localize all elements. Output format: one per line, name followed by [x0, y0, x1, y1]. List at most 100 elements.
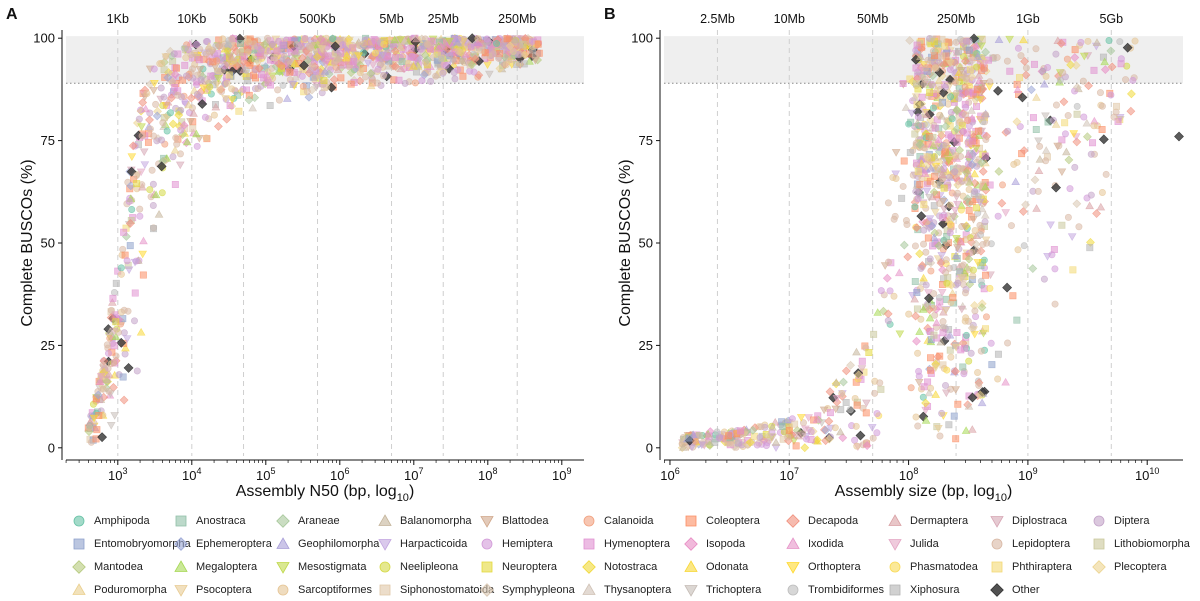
panel-b-point — [933, 255, 943, 264]
panel-a-point — [250, 40, 258, 48]
panel-a-point — [170, 69, 180, 79]
panel-b-y-tick-label: 50 — [639, 236, 653, 251]
panel-a-point — [110, 342, 118, 350]
panel-a-point — [119, 373, 127, 381]
panel-a-point — [173, 140, 181, 148]
panel-a-point — [418, 77, 426, 85]
panel-a-point — [207, 72, 215, 80]
panel-b-point — [942, 142, 950, 150]
panel-a-point — [335, 55, 343, 63]
panel-b-point — [1061, 130, 1069, 138]
panel-b-point — [946, 221, 954, 228]
panel-a-point — [151, 190, 161, 199]
legend-marker — [684, 537, 698, 551]
panel-b-point — [929, 104, 937, 112]
legend-item: Lithobiomorpha — [1092, 533, 1190, 555]
panel-a-point — [158, 136, 166, 144]
panel-a-point — [106, 313, 116, 323]
panel-a-point — [109, 294, 117, 302]
panel-b-point — [950, 206, 960, 215]
panel-a-point — [125, 198, 133, 205]
panel-b-point — [986, 78, 994, 86]
panel-a-letter: A — [6, 6, 18, 23]
panel-a-point — [150, 225, 158, 233]
panel-b-point — [842, 399, 850, 407]
panel-a-point — [161, 53, 171, 61]
legend-item: Calanoida — [582, 510, 654, 532]
panel-b-point — [953, 329, 961, 337]
legend-marker — [888, 539, 902, 551]
panel-a-point — [373, 79, 381, 87]
panel-b-point — [941, 42, 949, 50]
panel-b-point — [949, 213, 958, 221]
panel-a: A 1Kb 10Kb 50Kb 500Kb 5Mb 25Mb 250Mb 0 25 50 75 100… — [6, 6, 584, 504]
panel-a-point — [384, 61, 393, 70]
legend-label: Phthiraptera — [1012, 561, 1072, 573]
panel-a-point — [473, 40, 483, 49]
panel-b-point — [977, 277, 985, 285]
panel-b-point — [1044, 64, 1052, 71]
panel-b-point — [930, 331, 938, 339]
legend-marker — [480, 516, 494, 528]
panel-a-x-tick-label: 108 — [478, 466, 497, 483]
panel-b-point — [1085, 201, 1095, 210]
panel-b-point — [932, 318, 941, 327]
panel-b-point — [1073, 103, 1081, 110]
panel-b-point — [930, 208, 940, 217]
panel-a-point — [235, 107, 243, 115]
panel-a-point — [399, 37, 409, 45]
panel-a-point — [120, 228, 128, 236]
panel-a-point — [162, 113, 172, 122]
panel-b-point — [837, 406, 845, 414]
legend-label: Ixodida — [808, 538, 844, 550]
panel-b-point — [892, 175, 900, 182]
panel-b-point — [1030, 175, 1040, 185]
panel-b-point — [994, 350, 1002, 358]
panel-b-letter: B — [604, 6, 616, 23]
panel-a-point — [214, 75, 223, 83]
panel-b-point — [929, 47, 937, 55]
panel-b-point — [1032, 45, 1040, 53]
panel-b-point — [890, 292, 898, 300]
panel-a-point — [138, 250, 148, 259]
panel-b-point — [942, 269, 950, 276]
panel-b-point — [911, 130, 919, 138]
panel-b-point — [1020, 242, 1028, 250]
panel-a-point — [157, 84, 165, 92]
panel-a-point — [195, 66, 205, 74]
panel-b-point — [825, 387, 835, 397]
panel-b-point — [692, 437, 700, 445]
panel-b-point — [1059, 97, 1069, 107]
panel-b-point — [943, 279, 951, 287]
panel-a-point — [136, 327, 146, 336]
panel-b-point — [961, 83, 969, 91]
panel-b-point — [970, 169, 979, 178]
panel-b-point — [951, 251, 961, 259]
legend-marker — [583, 538, 595, 550]
panel-b-point — [969, 33, 979, 44]
panel-a-point — [275, 96, 283, 104]
panel-b-point — [912, 64, 920, 72]
panel-b-point — [1032, 125, 1040, 133]
legend-marker — [582, 583, 596, 595]
panel-b-point — [939, 329, 947, 337]
panel-a-point — [121, 350, 129, 358]
panel-a-point — [189, 109, 198, 117]
legend-marker — [276, 514, 290, 528]
panel-a-point — [209, 58, 217, 66]
legend-item: Ixodida — [786, 533, 843, 555]
panel-a-point — [457, 56, 467, 64]
panel-b-point — [943, 366, 951, 374]
panel-a-point — [274, 86, 282, 94]
panel-b-top-label: 250Mb — [937, 12, 975, 26]
panel-b-point — [982, 111, 990, 119]
panel-a-y-tick-label: 50 — [41, 236, 55, 251]
legend-marker — [276, 562, 290, 574]
legend-marker — [73, 515, 85, 527]
legend-label: Anostraca — [196, 515, 246, 527]
panel-a-point — [384, 53, 392, 61]
panel-b-point — [705, 432, 713, 440]
panel-a-point — [297, 53, 307, 63]
panel-a-point — [439, 69, 447, 77]
panel-b-point — [1105, 37, 1113, 44]
